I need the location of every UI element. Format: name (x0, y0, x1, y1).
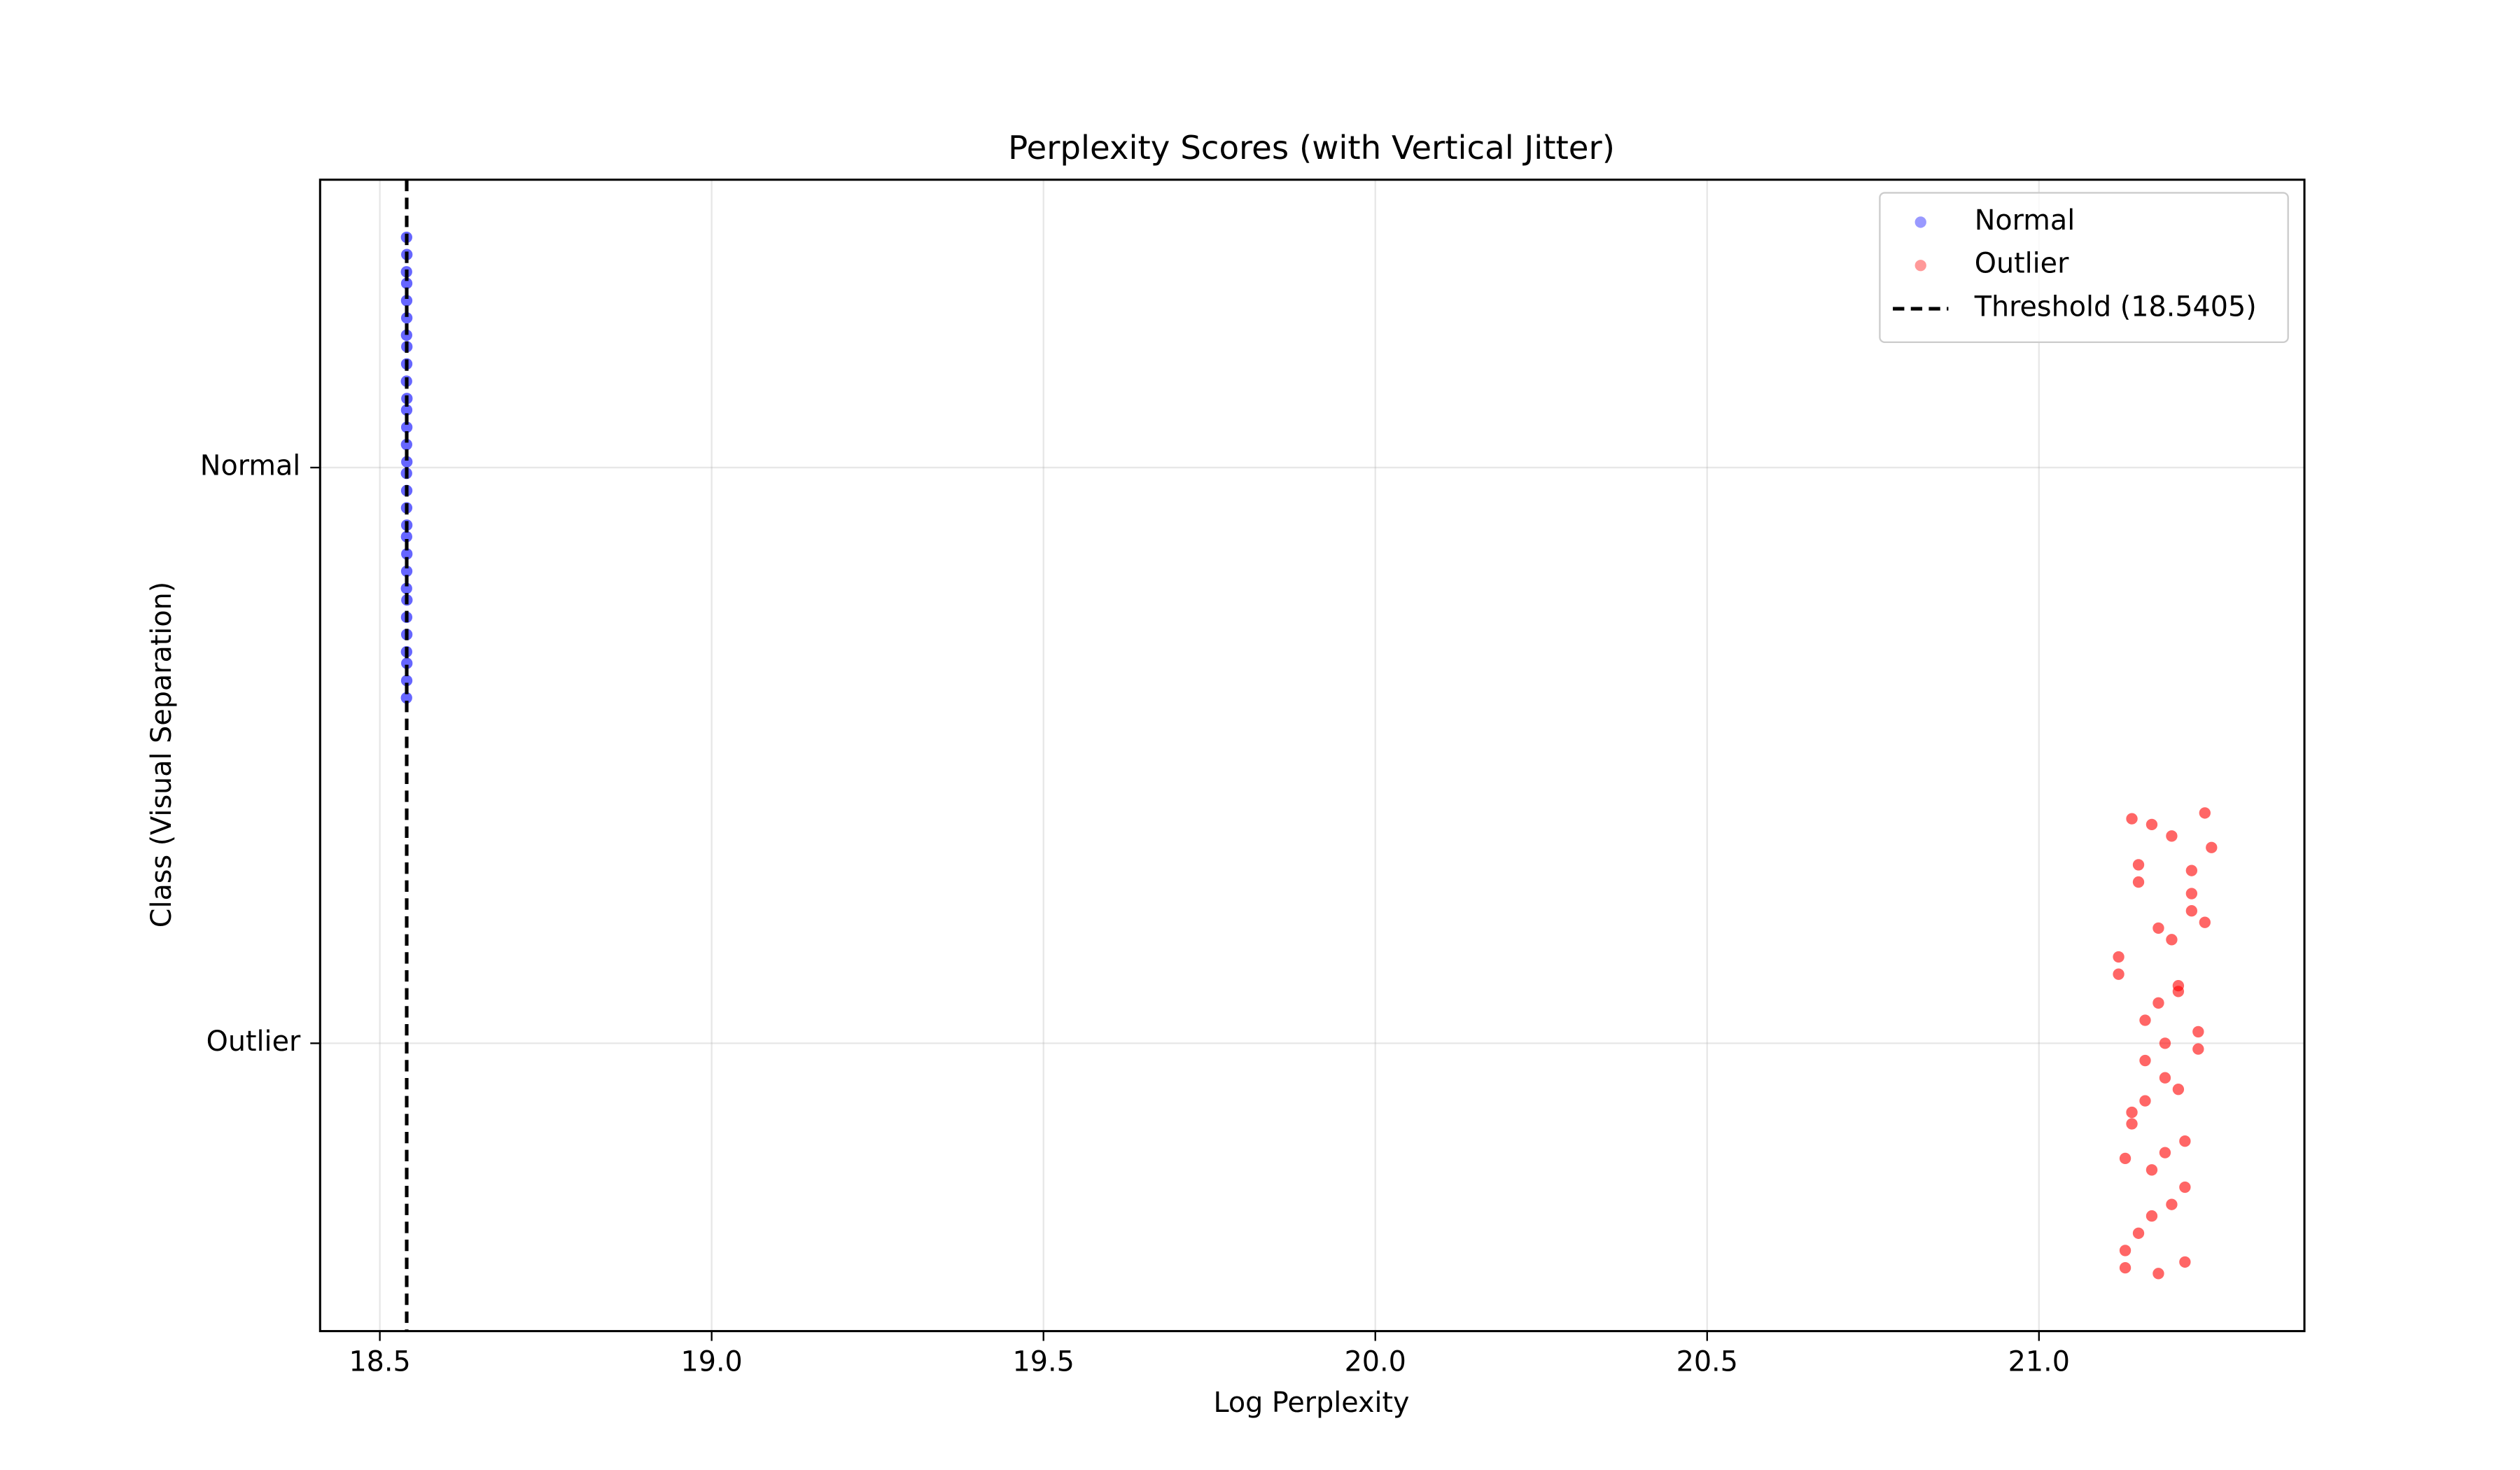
point (2113, 951, 2124, 963)
point (400, 404, 413, 416)
point (2119, 1152, 2132, 1165)
point (2192, 1043, 2204, 1055)
point (401, 657, 413, 669)
legend-marker (1914, 260, 1926, 272)
plot-frame (318, 178, 2306, 1333)
legend-label: Normal (1975, 204, 2075, 237)
point (2166, 830, 2178, 842)
x-tick-label: 20.5 (1676, 1346, 1738, 1378)
point (2172, 1084, 2185, 1096)
point (2159, 1037, 2171, 1049)
point (2132, 859, 2145, 871)
point (2139, 1014, 2151, 1026)
point (400, 277, 413, 289)
point (401, 456, 413, 468)
point (2132, 1227, 2145, 1239)
point (2146, 1164, 2158, 1176)
point (2152, 922, 2164, 934)
legend-label: Outlier (1975, 248, 2069, 280)
point (400, 312, 413, 324)
point (2185, 864, 2198, 876)
legend-marker (1914, 216, 1926, 228)
y-tick-label: Normal (200, 449, 300, 482)
x-tick-label: 19.5 (1013, 1346, 1074, 1378)
point (2179, 1181, 2191, 1194)
point (2139, 1095, 2151, 1107)
point (400, 692, 412, 704)
point (2152, 1268, 2164, 1280)
y-tick-label: Outlier (206, 1026, 301, 1058)
point (2113, 968, 2124, 980)
point (400, 329, 412, 341)
point (2172, 979, 2185, 992)
point (2159, 1147, 2171, 1158)
legend-box (1879, 192, 2289, 344)
legend-label: Threshold (18.5405) (1974, 291, 2257, 323)
point (2139, 1054, 2151, 1067)
point (400, 582, 412, 594)
point (400, 295, 413, 307)
chart-title: Perplexity Scores (with Vertical Jitter) (1008, 130, 1615, 167)
point (400, 438, 412, 451)
point (400, 675, 413, 687)
point (2179, 1256, 2191, 1268)
point (2132, 876, 2145, 888)
point (2152, 997, 2164, 1009)
x-tick-label: 20.0 (1345, 1346, 1406, 1378)
point (2185, 888, 2198, 899)
point (2126, 1106, 2138, 1119)
point (2166, 1198, 2178, 1210)
y-axis-label: Class (Visual Separation) (146, 582, 178, 927)
point (400, 565, 413, 578)
x-axis-label: Log Perplexity (1213, 1387, 1409, 1419)
point (2166, 934, 2178, 946)
point (400, 531, 412, 542)
point (401, 548, 413, 560)
point (2119, 1245, 2132, 1256)
point (2126, 1118, 2138, 1130)
point (2146, 1210, 2158, 1222)
point (2119, 1261, 2132, 1274)
point (2146, 818, 2158, 831)
x-tick-label: 21.0 (2008, 1346, 2070, 1378)
point (2199, 916, 2211, 928)
point (400, 421, 413, 433)
point (2199, 807, 2211, 819)
point (2206, 841, 2218, 853)
point (2159, 1072, 2171, 1084)
point (2192, 1026, 2204, 1038)
point (2179, 1135, 2191, 1147)
x-tick-label: 18.5 (349, 1346, 410, 1378)
point (2185, 905, 2198, 917)
point (2126, 813, 2138, 825)
x-tick-label: 19.0 (680, 1346, 742, 1378)
